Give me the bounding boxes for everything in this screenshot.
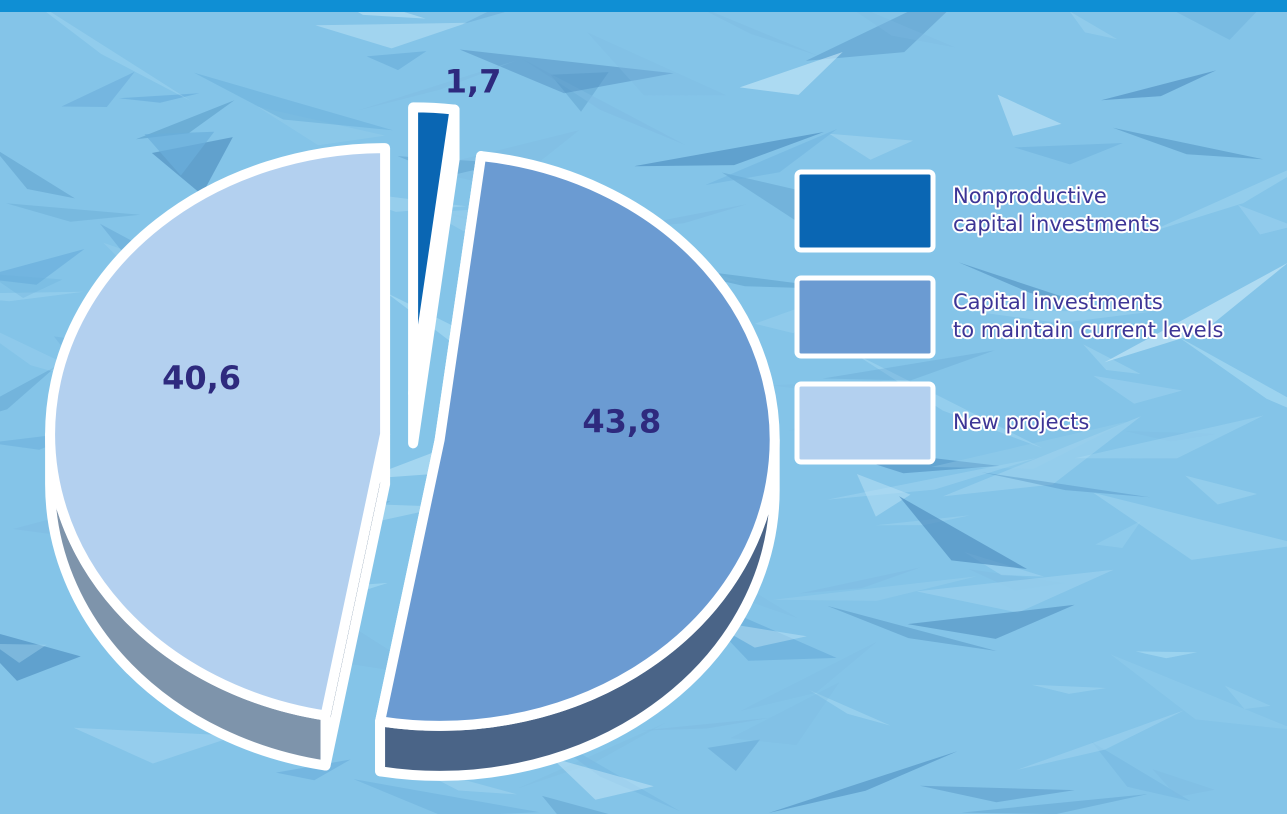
legend-swatch [794, 275, 936, 359]
legend-label: to maintain current levels [953, 318, 1223, 342]
legend-swatch [794, 169, 936, 253]
pie: 1,7 43,8 40,6 [45, 62, 780, 781]
legend-item: New projects [794, 381, 1091, 465]
legend-item: Nonproductive capital investments [794, 169, 1162, 253]
legend-item: Capital investments to maintain current l… [794, 275, 1225, 359]
pie-slice [45, 143, 391, 721]
legend-label: Nonproductive [953, 184, 1107, 208]
legend-label: Capital investments [953, 290, 1163, 314]
legend-label: capital investments [953, 212, 1160, 236]
value-label: 1,7 [445, 62, 502, 100]
pie-slice [408, 102, 460, 399]
legend: Nonproductive capital investments Capital … [794, 169, 1225, 465]
value-label: 40,6 [162, 359, 241, 397]
legend-swatch [794, 381, 936, 465]
top-bar [0, 0, 1287, 12]
legend-label: New projects [953, 410, 1089, 434]
value-label: 43,8 [582, 403, 661, 441]
pie-slice [375, 151, 780, 731]
